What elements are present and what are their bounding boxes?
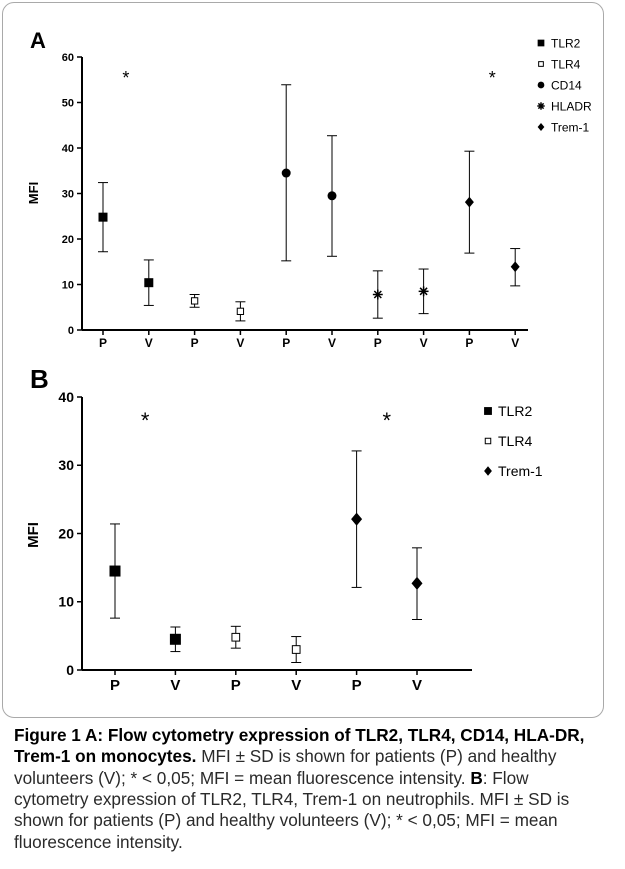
y-tick-label: 40 — [62, 143, 74, 155]
y-tick-label: 10 — [58, 594, 74, 610]
y-tick-label: 20 — [58, 525, 74, 541]
data-point — [281, 168, 291, 178]
panel-letter: A — [30, 28, 46, 53]
data-point — [327, 191, 337, 201]
data-point — [169, 633, 181, 645]
x-tick-label: P — [352, 677, 362, 694]
x-tick-label: V — [420, 336, 428, 350]
caption-text-b: : Flow cytometry expression of TLR2, TLR… — [14, 767, 570, 852]
y-tick-label: 10 — [62, 279, 74, 291]
data-point — [98, 212, 108, 222]
caption-text-a: MFI ± SD is shown for patients (P) and h… — [14, 746, 557, 788]
caption-title: Figure 1 A: Flow cytometry expression of… — [14, 725, 585, 767]
data-point — [510, 261, 520, 273]
data-point — [464, 196, 474, 208]
legend-marker — [538, 61, 544, 67]
y-tick-label: 30 — [58, 457, 74, 473]
legend-marker — [537, 122, 545, 132]
legend-label: TLR4 — [498, 433, 532, 449]
legend-marker — [484, 407, 492, 415]
x-tick-label: V — [511, 336, 519, 350]
significance-marker: * — [489, 68, 496, 88]
y-axis-label: MFI — [25, 522, 42, 548]
data-point — [411, 576, 423, 590]
panel-letter: B — [30, 364, 49, 394]
y-tick-label: 60 — [62, 52, 74, 64]
x-tick-label: P — [110, 677, 120, 694]
legend-label: CD14 — [551, 78, 582, 92]
data-point — [291, 645, 301, 654]
legend-label: TLR2 — [498, 403, 532, 419]
x-tick-label: P — [374, 336, 382, 350]
legend-label: HLADR — [551, 99, 592, 113]
legend-label: Trem-1 — [551, 120, 590, 134]
data-point — [372, 289, 383, 300]
asterisk-stroke — [373, 290, 382, 299]
y-tick-label: 40 — [58, 389, 74, 405]
y-tick-label: 30 — [62, 188, 74, 200]
legend-marker — [484, 437, 492, 445]
data-point — [144, 278, 154, 288]
asterisk-stroke — [419, 287, 428, 296]
x-tick-label: P — [231, 677, 241, 694]
y-axis-label: MFI — [26, 182, 41, 204]
x-tick-label: P — [99, 336, 107, 350]
significance-marker: * — [122, 68, 129, 88]
data-point — [418, 286, 429, 297]
asterisk-stroke — [537, 102, 545, 110]
y-tick-label: 0 — [68, 325, 74, 337]
x-tick-label: V — [170, 677, 180, 694]
significance-marker: * — [141, 408, 150, 433]
y-tick-label: 0 — [66, 662, 74, 678]
caption-label-b: B — [470, 767, 483, 788]
x-tick-label: V — [412, 677, 422, 694]
x-tick-label: P — [191, 336, 199, 350]
legend-label: TLR4 — [551, 57, 581, 71]
significance-marker: * — [383, 408, 392, 433]
data-point — [190, 297, 199, 305]
x-tick-label: P — [282, 336, 290, 350]
data-point — [351, 512, 363, 526]
legend-marker — [537, 81, 545, 89]
x-tick-label: V — [291, 677, 301, 694]
legend-marker — [537, 102, 545, 110]
y-tick-label: 20 — [62, 234, 74, 246]
x-tick-label: V — [328, 336, 336, 350]
data-point — [236, 307, 245, 315]
x-tick-label: P — [465, 336, 473, 350]
legend-marker — [484, 466, 492, 476]
legend-label: TLR2 — [551, 36, 581, 50]
x-tick-label: V — [236, 336, 244, 350]
legend-marker — [537, 39, 545, 47]
x-tick-label: V — [145, 336, 153, 350]
y-tick-label: 50 — [62, 97, 74, 109]
figure-chart-canvas: A 0 10 20 30 40 50 60 MFI P V P V P V P V P V * * TLR2 TLR4 CD1… — [25, 28, 592, 694]
data-point — [231, 632, 241, 642]
figure-caption: Figure 1 A: Flow cytometry expression of… — [14, 725, 606, 853]
legend-label: Trem-1 — [498, 463, 543, 479]
data-point — [109, 565, 121, 577]
figure-frame — [2, 2, 604, 718]
